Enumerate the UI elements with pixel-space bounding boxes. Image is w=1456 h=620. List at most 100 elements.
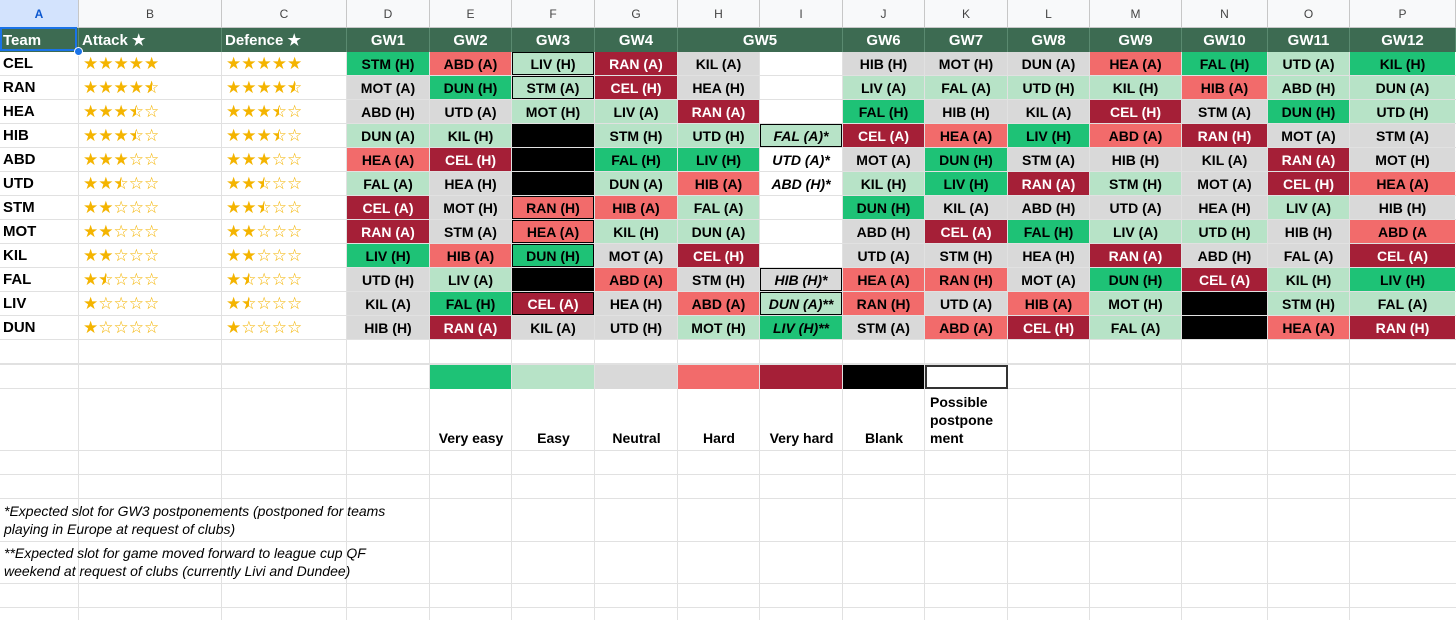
- defence-rating[interactable]: ★☆★☆☆☆: [222, 268, 346, 291]
- header-cell-6[interactable]: GW3: [512, 28, 595, 52]
- fixture-cell[interactable]: RAN (A): [1090, 244, 1181, 267]
- header-cell-12[interactable]: GW8: [1008, 28, 1090, 52]
- column-header-l[interactable]: L: [1008, 0, 1090, 28]
- header-cell-11[interactable]: GW7: [925, 28, 1008, 52]
- fixture-cell[interactable]: RAN (H): [925, 268, 1007, 291]
- fixture-cell[interactable]: UTD (A): [1090, 196, 1181, 219]
- fixture-cell[interactable]: LIV (H)**: [760, 316, 842, 339]
- fixture-cell[interactable]: UTD (H): [347, 268, 429, 291]
- fixture-cell[interactable]: MOT (H): [678, 316, 759, 339]
- active-cell-handle[interactable]: [74, 47, 83, 56]
- attack-rating[interactable]: ★ ★ ☆ ☆ ☆: [79, 220, 221, 243]
- fixture-cell[interactable]: ABD (A): [595, 268, 677, 291]
- column-header-b[interactable]: B: [79, 0, 222, 28]
- fixture-cell[interactable]: ABD (H): [347, 100, 429, 123]
- fixture-cell[interactable]: FAL (A): [1350, 292, 1455, 315]
- fixture-cell[interactable]: KIL (A): [347, 292, 429, 315]
- column-header-i[interactable]: I: [760, 0, 843, 28]
- team-cell[interactable]: DUN: [3, 319, 36, 336]
- header-cell-16[interactable]: GW12: [1350, 28, 1456, 52]
- fixture-cell[interactable]: HIB (A): [1182, 76, 1267, 99]
- fixture-cell[interactable]: KIL (A): [1008, 100, 1089, 123]
- fixture-cell[interactable]: HIB (H): [1090, 148, 1181, 171]
- team-cell[interactable]: HEA: [3, 103, 35, 120]
- fixture-cell[interactable]: UTD (H): [1350, 100, 1455, 123]
- attack-rating[interactable]: ★★★★☆★: [79, 76, 221, 99]
- header-cell-15[interactable]: GW11: [1268, 28, 1350, 52]
- fixture-cell[interactable]: HEA (H): [430, 172, 511, 195]
- fixture-cell[interactable]: LIV (A): [1090, 220, 1181, 243]
- fixture-cell[interactable]: LIV (A): [1268, 196, 1349, 219]
- fixture-cell[interactable]: HEA (A): [1350, 172, 1455, 195]
- fixture-cell[interactable]: ABD (A): [1090, 124, 1181, 147]
- team-cell[interactable]: ABD: [3, 151, 36, 168]
- fixture-cell[interactable]: HIB (A): [678, 172, 759, 195]
- fixture-cell[interactable]: KIL (A): [512, 316, 594, 339]
- attack-rating[interactable]: ★ ☆ ☆ ☆ ☆: [79, 292, 221, 315]
- fixture-cell[interactable]: STM (H): [347, 52, 429, 75]
- header-cell-10[interactable]: GW6: [843, 28, 925, 52]
- fixture-cell[interactable]: ABD (A): [430, 52, 511, 75]
- column-header-g[interactable]: G: [595, 0, 678, 28]
- fixture-cell[interactable]: HEA (H): [1008, 244, 1089, 267]
- fixture-cell[interactable]: STM (H): [1090, 172, 1181, 195]
- fixture-cell[interactable]: MOT (H): [1090, 292, 1181, 315]
- attack-rating[interactable]: ★ ★ ★ ★ ★: [79, 52, 221, 75]
- fixture-cell[interactable]: MOT (A): [1268, 124, 1349, 147]
- fixture-cell[interactable]: FAL (A): [925, 76, 1007, 99]
- fixture-cell[interactable]: DUN (A): [347, 124, 429, 147]
- fixture-cell[interactable]: DUN (H): [843, 196, 924, 219]
- fixture-cell[interactable]: RAN (H): [1182, 124, 1267, 147]
- defence-rating[interactable]: ★ ☆ ☆ ☆ ☆: [222, 316, 346, 339]
- fixture-cell[interactable]: FAL (A): [347, 172, 429, 195]
- fixture-cell[interactable]: KIL (H): [1090, 76, 1181, 99]
- header-cell-13[interactable]: GW9: [1090, 28, 1182, 52]
- fixture-cell[interactable]: UTD (A): [843, 244, 924, 267]
- header-cell-2[interactable]: Attack ★: [79, 28, 222, 52]
- team-cell[interactable]: STM: [3, 199, 35, 216]
- fixture-cell[interactable]: [512, 172, 594, 195]
- fixture-cell[interactable]: STM (A): [512, 76, 594, 99]
- fixture-cell[interactable]: STM (A): [1350, 124, 1455, 147]
- fixture-cell[interactable]: ABD (H)*: [760, 172, 842, 195]
- defence-rating[interactable]: ★☆★☆☆☆: [222, 292, 346, 315]
- fixture-cell[interactable]: FAL (H): [1182, 52, 1267, 75]
- column-header-m[interactable]: M: [1090, 0, 1182, 28]
- fixture-cell[interactable]: LIV (H): [925, 172, 1007, 195]
- fixture-cell[interactable]: UTD (A)*: [760, 148, 842, 171]
- fixture-cell[interactable]: CEL (A): [1350, 244, 1455, 267]
- fixture-cell[interactable]: MOT (H): [1350, 148, 1455, 171]
- fixture-cell[interactable]: ABD (A): [678, 292, 759, 315]
- fixture-cell[interactable]: UTD (H): [595, 316, 677, 339]
- fixture-cell[interactable]: LIV (H): [1008, 124, 1089, 147]
- fixture-cell[interactable]: RAN (A): [430, 316, 511, 339]
- column-header-o[interactable]: O: [1268, 0, 1350, 28]
- attack-rating[interactable]: ★★☆★☆☆: [79, 172, 221, 195]
- fixture-cell[interactable]: CEL (H): [1268, 172, 1349, 195]
- team-cell[interactable]: UTD: [3, 175, 34, 192]
- column-header-j[interactable]: J: [843, 0, 925, 28]
- defence-rating[interactable]: ★ ★ ★ ★ ★: [222, 52, 346, 75]
- fixture-cell[interactable]: UTD (H): [678, 124, 759, 147]
- fixture-cell[interactable]: KIL (H): [1350, 52, 1455, 75]
- fixture-cell[interactable]: DUN (H): [1268, 100, 1349, 123]
- fixture-cell[interactable]: [760, 76, 842, 99]
- fixture-cell[interactable]: DUN (A): [595, 172, 677, 195]
- fixture-cell[interactable]: KIL (H): [843, 172, 924, 195]
- fixture-cell[interactable]: MOT (H): [925, 52, 1007, 75]
- fixture-cell[interactable]: ABD (H): [1182, 244, 1267, 267]
- fixture-cell[interactable]: FAL (A)*: [760, 124, 842, 147]
- fixture-cell[interactable]: FAL (H): [430, 292, 511, 315]
- fixture-cell[interactable]: STM (A): [843, 316, 924, 339]
- fixture-cell[interactable]: UTD (A): [1268, 52, 1349, 75]
- fixture-cell[interactable]: FAL (A): [1268, 244, 1349, 267]
- fixture-cell[interactable]: HIB (A): [595, 196, 677, 219]
- header-cell-14[interactable]: GW10: [1182, 28, 1268, 52]
- fixture-cell[interactable]: KIL (A): [678, 52, 759, 75]
- header-cell-5[interactable]: GW2: [430, 28, 512, 52]
- fixture-cell[interactable]: STM (A): [1182, 100, 1267, 123]
- fixture-cell[interactable]: CEL (H): [430, 148, 511, 171]
- defence-rating[interactable]: ★ ★ ☆ ☆ ☆: [222, 220, 346, 243]
- column-header-h[interactable]: H: [678, 0, 760, 28]
